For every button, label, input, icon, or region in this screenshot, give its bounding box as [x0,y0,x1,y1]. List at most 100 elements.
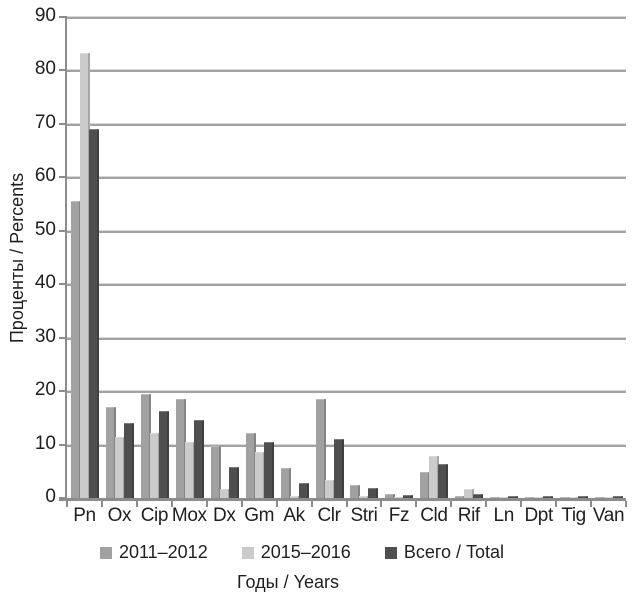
bar [70,201,81,498]
bar-group-ln [486,17,521,498]
x-label-fz: Fz [388,505,410,526]
bar [534,496,545,498]
x-label-dx: Dx [213,505,236,526]
y-tickmark [59,336,67,339]
x-axis-line [59,498,626,501]
bar [280,468,291,498]
bar [385,493,396,498]
x-label-cip: Cip [140,505,169,526]
legend-item-total: Всего / Total [384,542,505,563]
bar [508,496,519,498]
y-tickmark [59,69,67,72]
bar [184,441,195,498]
legend-item-2011-2012: 2011–2012 [99,542,208,563]
x-label-clr: Clr [317,505,341,526]
bar [359,496,370,498]
x-label-ln: Ln [493,505,515,526]
bar [298,483,309,498]
y-tick-label: 50 [34,218,56,240]
y-tick-label: 10 [34,432,56,454]
y-tick-label: 30 [34,325,56,347]
bar [193,419,204,498]
legend-label: 2015–2016 [260,542,351,562]
bar-group-gm [242,17,277,498]
gridline [67,390,626,394]
bar [210,445,221,498]
gridline [67,176,626,180]
bar [569,496,580,498]
bar [228,467,239,498]
bar [263,442,274,498]
bar-group-stri [347,17,382,498]
bar [403,495,414,498]
bar-group-dx [207,17,242,498]
legend-swatch-icon [384,546,397,559]
y-axis-ticks: 0 10 20 30 40 50 60 70 80 90 [0,6,56,507]
bar [499,496,510,498]
plot-area [59,16,627,507]
bar [595,496,606,498]
y-tick-label: 90 [34,5,56,26]
bar [123,423,134,498]
bar [79,53,90,498]
y-tickmark [59,283,67,286]
y-tick-label: 20 [34,379,56,401]
bar-group-cld [416,17,451,498]
bar-group-mox [172,17,207,498]
bar-group-pn [67,17,102,498]
bar [158,410,169,498]
bar [578,496,589,498]
x-label-ox: Ox [107,505,132,526]
legend-swatch-icon [241,546,254,559]
bar [88,129,99,498]
bar-group-ak [277,17,312,498]
y-tick-label: 80 [34,58,56,80]
x-label-mox: Mox [171,505,207,526]
bar [324,479,335,498]
x-label-pn: Pn [73,505,96,526]
bar [368,488,379,498]
bar [114,436,125,498]
y-tickmark [59,390,67,393]
legend-swatch-icon [99,546,112,559]
legend-label: 2011–2012 [118,542,208,562]
bar [315,399,326,498]
x-label-stri: Stri [350,505,378,526]
x-tickmark [590,501,593,507]
x-tickmark [170,501,173,507]
bar [455,496,466,498]
bar [438,463,449,498]
bar-group-clr [312,17,347,498]
bar [473,493,484,498]
y-tickmark [59,229,67,232]
bar-group-tig [556,17,591,498]
x-tickmark [625,501,627,507]
legend-item-2015-2016: 2015–2016 [241,542,351,563]
bar [333,438,344,498]
bar [245,432,256,498]
bar [525,496,536,498]
x-tickmark [135,501,138,507]
bar-group-van [591,17,626,498]
x-tickmark [555,501,558,507]
x-label-tig: Tig [561,505,586,526]
bar [394,496,405,498]
x-tickmark [66,501,68,507]
x-label-van: Van [592,505,625,526]
legend-label: Всего / Total [403,542,505,562]
bar [105,407,116,498]
bar [604,496,615,498]
y-tick-label: 70 [34,111,56,133]
x-tickmark [380,501,383,507]
bar-group-cip [137,17,172,498]
x-label-dpt: Dpt [524,505,553,526]
x-label-gm: Gm [244,505,275,526]
bar [254,452,265,498]
x-tickmark [485,501,488,507]
y-tickmark [59,122,67,125]
bar [429,456,440,498]
bars-row [67,17,626,498]
bar-group-rif [451,17,486,498]
x-tickmark [415,501,418,507]
